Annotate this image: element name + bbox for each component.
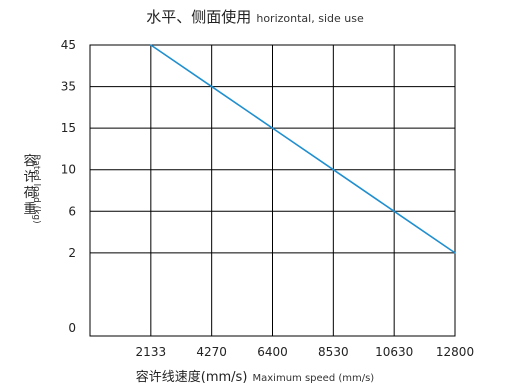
chart-title: 水平、侧面使用 horizontal, side use (0, 6, 510, 27)
data-point (210, 85, 213, 88)
data-point (454, 252, 456, 254)
y-axis-label-cn: 容许荷重 (23, 154, 37, 217)
y-tick-label: 15 (61, 121, 76, 135)
x-axis-label-en: Maximum speed (mm/s) (252, 373, 375, 384)
y-axis-label-en: Rated load (kg) (31, 154, 41, 224)
series-line (150, 44, 456, 254)
x-axis-label: 容许线速度(mm/s) Maximum speed (mm/s) (0, 366, 510, 385)
y-tick-label: 0 (68, 321, 76, 335)
data-point (271, 127, 274, 129)
x-axis-label-cn: 容许线速度(mm/s) (135, 370, 248, 385)
y-tick-label: 6 (68, 204, 76, 218)
y-tick-label: 35 (61, 80, 76, 94)
x-tick-label: 8530 (318, 345, 349, 359)
x-tick-label: 12800 (436, 345, 474, 359)
x-tick-label: 2133 (136, 345, 167, 359)
x-tick-label: 10630 (375, 345, 413, 359)
x-tick-label: 4270 (196, 345, 227, 359)
x-tick-label: 6400 (257, 345, 288, 359)
chart-title-cn: 水平、侧面使用 (146, 8, 252, 26)
data-point (150, 44, 152, 46)
y-tick-label: 2 (68, 246, 76, 260)
y-tick-label: 10 (61, 163, 76, 177)
data-point (332, 168, 335, 171)
data-point (393, 210, 395, 213)
y-tick-label: 45 (61, 38, 76, 52)
chart-title-en: horizontal, side use (256, 12, 364, 25)
